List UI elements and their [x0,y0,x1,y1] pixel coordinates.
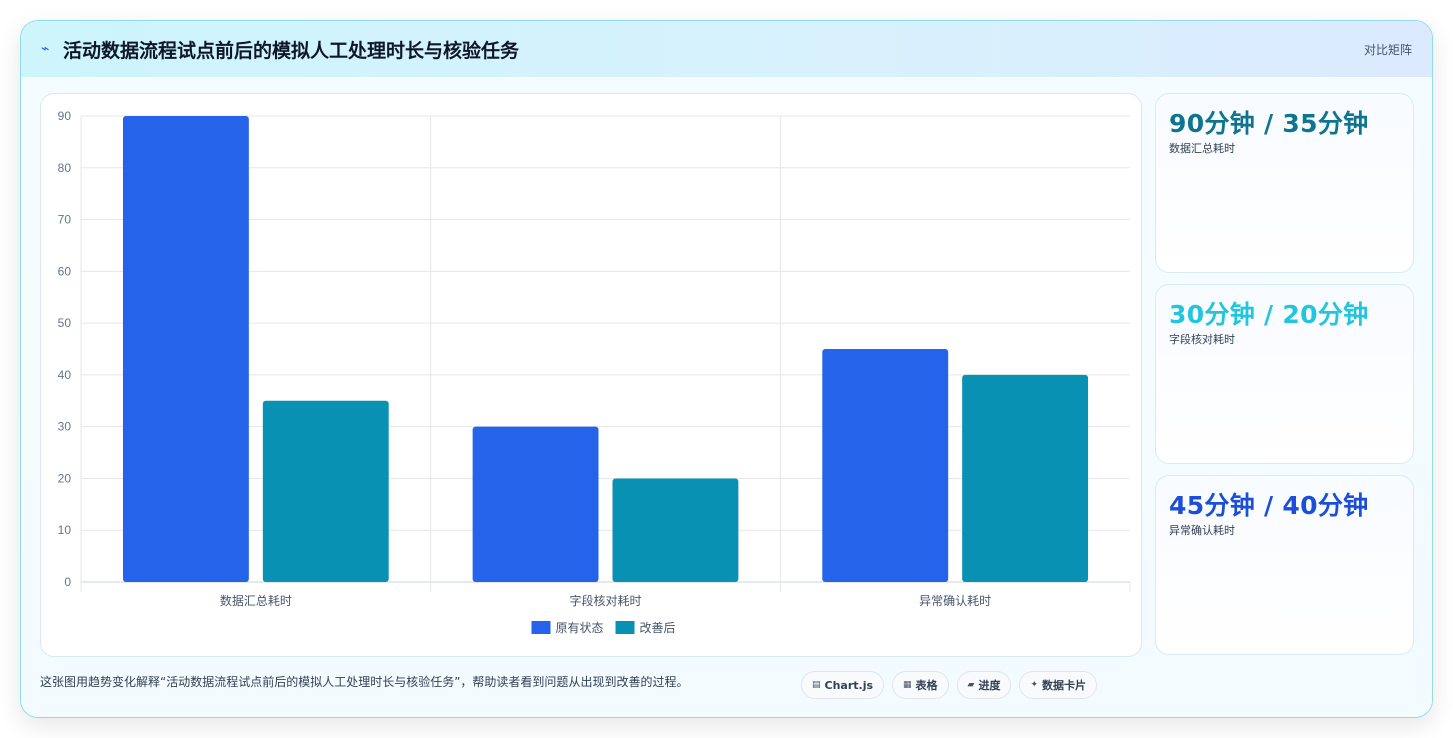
kpi-label: 字段核对耗时 [1169,333,1235,346]
chart-icon: ▤ [812,680,821,690]
y-tick-label: 40 [58,368,72,382]
x-tick-label: 异常确认耗时 [919,594,991,608]
kpi-card-check: 30分钟 / 20分钟 字段核对耗时 [1155,284,1414,464]
legend-swatch [531,621,551,634]
chart-card: ⌁ 活动数据流程试点前后的模拟人工处理时长与核验任务 对比矩阵 0 10 20 30 4… [20,20,1433,718]
x-tick-label: 数据汇总耗时 [220,593,292,608]
y-tick-label: 30 [58,420,72,434]
kpi-card-summary: 90分钟 / 35分钟 数据汇总耗时 [1155,93,1414,273]
bar [962,374,1089,582]
kpi-value: 45分钟 / 40分钟 [1169,491,1369,520]
tech-chips: ▤ Chart.js ▦ 表格 ▰ 进度 ✦ 数据卡片 [801,671,1098,699]
chart-panel: 0 10 20 30 40 50 60 70 80 90 数据汇总耗时 字段核对耗时 异常确认耗时原有状… [40,93,1142,657]
kpi-value: 90分钟 / 35分钟 [1169,109,1369,138]
chart-description: 这张图用趋势变化解释“活动数据流程试点前后的模拟人工处理时长与核验任务”，帮助读… [40,675,689,689]
bar [262,400,389,582]
legend-swatch [615,621,635,634]
legend-label: 改善后 [640,620,676,635]
chip-table[interactable]: ▦ 表格 [892,671,949,699]
kpi-label: 数据汇总耗时 [1169,142,1235,155]
card-header: ⌁ 活动数据流程试点前后的模拟人工处理时长与核验任务 对比矩阵 [21,21,1432,77]
bar-chart: 0 10 20 30 40 50 60 70 80 90 数据汇总耗时 字段核对耗时 异常确认耗时原有状… [58,109,1131,635]
chip-label: 数据卡片 [1042,679,1087,692]
kpi-card-exception: 45分钟 / 40分钟 异常确认耗时 [1155,475,1414,655]
legend-label: 原有状态 [556,621,604,635]
bar [612,478,739,582]
chip-progress[interactable]: ▰ 进度 [956,671,1012,699]
y-tick-label: 10 [58,523,72,537]
progress-icon: ▰ [967,680,975,690]
page-title: 活动数据流程试点前后的模拟人工处理时长与核验任务 [63,40,520,62]
x-tick-label: 字段核对耗时 [569,593,641,608]
chip-chartjs[interactable]: ▤ Chart.js [801,671,885,699]
y-tick-label: 60 [58,264,72,278]
kpi-value: 30分钟 / 20分钟 [1169,300,1369,329]
y-tick-label: 50 [58,316,72,330]
bar [472,426,599,582]
chip-label: 进度 [978,679,1001,692]
chip-label: Chart.js [824,678,874,692]
bar [122,116,249,582]
chip-data-card[interactable]: ✦ 数据卡片 [1019,671,1098,699]
chip-label: 表格 [915,679,938,692]
y-tick-label: 70 [58,213,72,227]
table-icon: ▦ [903,680,912,690]
y-tick-label: 20 [58,471,72,485]
y-tick-label: 80 [58,161,72,175]
bar [822,349,949,582]
y-tick-label: 90 [58,109,72,123]
y-tick-label: 0 [64,575,71,589]
kpi-label: 异常确认耗时 [1169,524,1235,537]
sparkle-icon: ✦ [1030,680,1039,690]
chart-line-icon: ⌁ [41,41,50,57]
header-tag: 对比矩阵 [1363,43,1412,57]
